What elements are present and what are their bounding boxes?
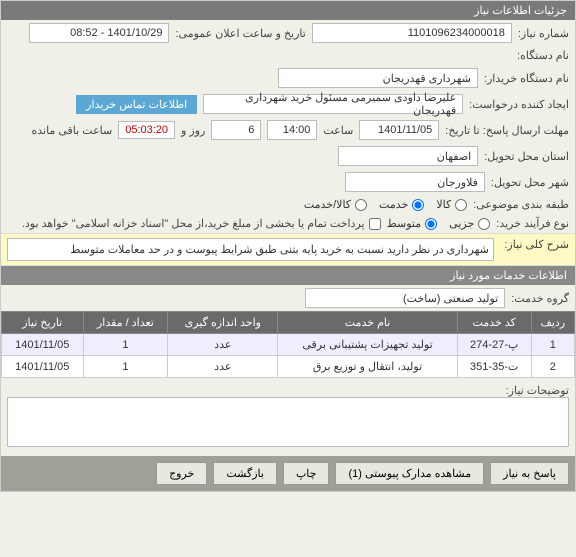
radio-both[interactable]: کالا/خدمت [304, 198, 367, 211]
countdown-timer: 05:03:20 [118, 121, 175, 139]
cell-code: پ-27-274 [457, 334, 531, 356]
col-code: کد خدمت [457, 312, 531, 334]
cell-unit: عدد [168, 356, 278, 378]
cell-unit: عدد [168, 334, 278, 356]
cell-code: ت-35-351 [457, 356, 531, 378]
radio-minor[interactable]: جزیی [449, 217, 490, 230]
cell-n: 1 [531, 334, 574, 356]
details-panel: جزئیات اطلاعات نیاز شماره نیاز: 11010962… [0, 0, 576, 492]
city-label: شهر محل تحویل: [491, 176, 569, 189]
exit-button[interactable]: خروج [156, 462, 207, 485]
days-label: روز و [181, 124, 205, 137]
cell-name: تولید، انتقال و توزیع برق [278, 356, 458, 378]
col-row: ردیف [531, 312, 574, 334]
col-name: نام خدمت [278, 312, 458, 334]
requester-label: ایجاد کننده درخواست: [469, 98, 569, 111]
group-field: تولید صنعتی (ساخت) [305, 288, 505, 308]
row-buyer: نام دستگاه خریدار: شهرداری قهدریجان [1, 65, 575, 91]
row-deadline: مهلت ارسال پاسخ: تا تاریخ: 1401/11/05 سا… [1, 117, 575, 143]
announce-label: تاریخ و ساعت اعلان عمومی: [175, 27, 305, 40]
cell-n: 2 [531, 356, 574, 378]
payment-note: پرداخت تمام یا بخشی از مبلغ خرید،از محل … [22, 217, 365, 230]
radio-minor-label: جزیی [449, 217, 474, 230]
row-city: شهر محل تحویل: فلاورجان [1, 169, 575, 195]
radio-service[interactable]: خدمت [379, 198, 424, 211]
row-device: نام دستگاه: [1, 46, 575, 65]
cell-name: تولید تجهیزات پشتیبانی برقی [278, 334, 458, 356]
requester-field: علیرضا داودی سمیرمی مسئول خرید شهرداری ق… [203, 94, 463, 114]
process-label: نوع فرآیند خرید: [496, 217, 569, 230]
notes-textarea[interactable] [7, 397, 569, 447]
buyer-field: شهرداری قهدریجان [278, 68, 478, 88]
city-field: فلاورجان [345, 172, 485, 192]
time-label: ساعت [323, 124, 353, 137]
bottom-bar: پاسخ به نیاز مشاهده مدارک پیوستی (1) چاپ… [1, 456, 575, 491]
cell-qty: 1 [83, 356, 168, 378]
row-requester: ایجاد کننده درخواست: علیرضا داودی سمیرمی… [1, 91, 575, 117]
payment-checkbox[interactable] [369, 218, 381, 230]
radio-both-label: کالا/خدمت [304, 198, 351, 211]
respond-button[interactable]: پاسخ به نیاز [490, 462, 569, 485]
print-button[interactable]: چاپ [283, 462, 330, 485]
buyer-label: نام دستگاه خریدار: [484, 72, 569, 85]
payment-checkbox-item[interactable]: پرداخت تمام یا بخشی از مبلغ خرید،از محل … [22, 217, 381, 230]
table-header-row: ردیف کد خدمت نام خدمت واحد اندازه گیری ت… [2, 312, 575, 334]
row-category: طبقه بندی موضوعی: کالا خدمت کالا/خدمت [1, 195, 575, 214]
cell-date: 1401/11/05 [2, 334, 84, 356]
back-button[interactable]: بازگشت [213, 462, 277, 485]
col-qty: تعداد / مقدار [83, 312, 168, 334]
radio-medium[interactable]: متوسط [387, 217, 438, 230]
attachments-button[interactable]: مشاهده مدارک پیوستی (1) [335, 462, 484, 485]
need-number-field: 1101096234000018 [312, 23, 512, 43]
category-radio-group: کالا خدمت کالا/خدمت [304, 198, 467, 211]
remaining-label: ساعت باقی مانده [31, 124, 112, 137]
row-service-group: گروه خدمت: تولید صنعتی (ساخت) [1, 285, 575, 311]
announce-field: 1401/10/29 - 08:52 [29, 23, 169, 43]
services-section-header: اطلاعات خدمات مورد نیاز [1, 266, 575, 285]
col-unit: واحد اندازه گیری [168, 312, 278, 334]
col-date: تاریخ نیاز [2, 312, 84, 334]
contact-buyer-button[interactable]: اطلاعات تماس خریدار [76, 95, 197, 114]
desc-label: شرح کلی نیاز: [500, 238, 569, 251]
cell-date: 1401/11/05 [2, 356, 84, 378]
device-label: نام دستگاه: [517, 49, 569, 62]
panel-title: جزئیات اطلاعات نیاز [1, 1, 575, 20]
row-need-number: شماره نیاز: 1101096234000018 تاریخ و ساع… [1, 20, 575, 46]
radio-goods[interactable]: کالا [436, 198, 467, 211]
row-description: شرح کلی نیاز: شهرداری در نظر دارید نسبت … [1, 233, 575, 266]
deadline-date-field: 1401/11/05 [359, 120, 439, 140]
days-field: 6 [211, 120, 261, 140]
services-table: ردیف کد خدمت نام خدمت واحد اندازه گیری ت… [1, 311, 575, 378]
row-province: استان محل تحویل: اصفهان [1, 143, 575, 169]
province-field: اصفهان [338, 146, 478, 166]
deadline-label: مهلت ارسال پاسخ: تا تاریخ: [445, 124, 569, 137]
notes-area: توضیحات نیاز: [1, 378, 575, 456]
row-process: نوع فرآیند خرید: جزیی متوسط پرداخت تمام … [1, 214, 575, 233]
group-label: گروه خدمت: [511, 292, 569, 305]
category-label: طبقه بندی موضوعی: [473, 198, 569, 211]
deadline-time-field: 14:00 [267, 120, 317, 140]
table-row[interactable]: 1 پ-27-274 تولید تجهیزات پشتیبانی برقی ع… [2, 334, 575, 356]
need-number-label: شماره نیاز: [518, 27, 569, 40]
radio-medium-label: متوسط [387, 217, 422, 230]
cell-qty: 1 [83, 334, 168, 356]
desc-box: شهرداری در نظر دارید نسبت به خرید پایه ب… [7, 238, 494, 261]
radio-goods-label: کالا [436, 198, 451, 211]
radio-service-label: خدمت [379, 198, 408, 211]
province-label: استان محل تحویل: [484, 150, 569, 163]
process-radio-group: جزیی متوسط [387, 217, 491, 230]
table-row[interactable]: 2 ت-35-351 تولید، انتقال و توزیع برق عدد… [2, 356, 575, 378]
notes-label: توضیحات نیاز: [506, 385, 569, 397]
